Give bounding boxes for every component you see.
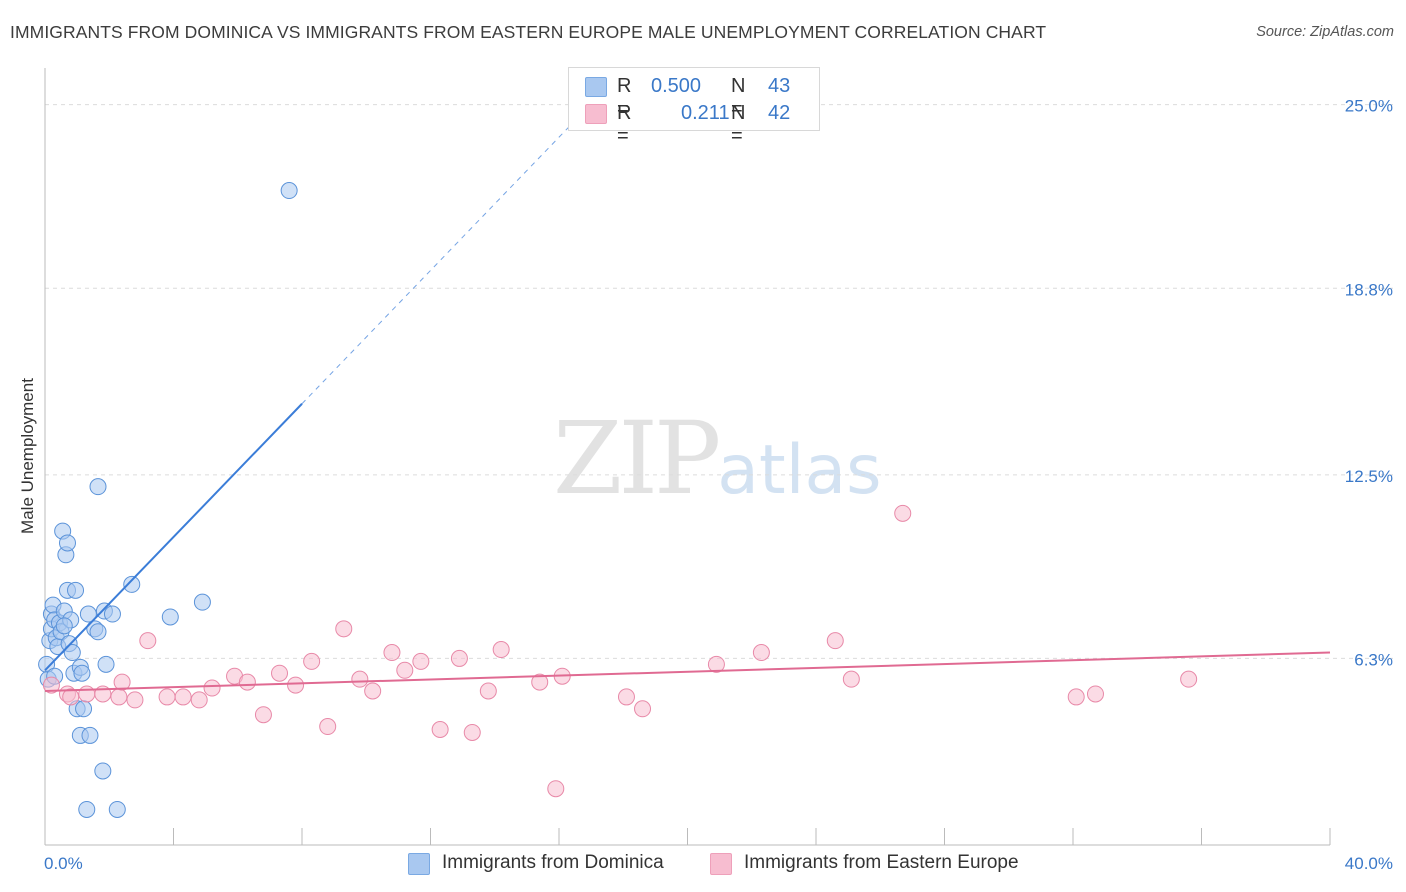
eastern-europe-point xyxy=(842,670,860,688)
dominica-trend-line xyxy=(44,403,303,671)
dominica-point xyxy=(55,617,73,635)
dominica-point xyxy=(78,800,96,818)
legend-r-value: 0.500 xyxy=(651,75,702,97)
eastern-europe-point xyxy=(287,676,305,694)
eastern-europe-point xyxy=(254,706,272,724)
dominica-point xyxy=(108,800,126,818)
legend-r-label: R = xyxy=(617,102,632,147)
dominica-point xyxy=(79,605,97,623)
dominica-point xyxy=(81,726,99,744)
eastern-europe-point xyxy=(412,652,430,670)
eastern-europe-point xyxy=(752,644,770,662)
chart-title: IMMIGRANTS FROM DOMINICA VS IMMIGRANTS F… xyxy=(10,22,1047,42)
legend-n-value: 42 xyxy=(768,102,791,124)
eastern-europe-point xyxy=(238,673,256,691)
eastern-europe-point xyxy=(351,670,369,688)
eastern-europe-point xyxy=(826,632,844,650)
eastern-europe-point xyxy=(335,620,353,638)
eastern-europe-point xyxy=(1086,685,1104,703)
eastern-europe-point xyxy=(110,688,128,706)
dominica-point xyxy=(89,478,107,496)
y-tick-label: 25.0% xyxy=(1345,97,1393,116)
source-label: Source: ZipAtlas.com xyxy=(1256,24,1394,40)
dominica-trend-extension xyxy=(301,93,602,405)
eastern-europe-point xyxy=(62,688,80,706)
y-tick-label: 12.5% xyxy=(1345,467,1393,486)
eastern-europe-point xyxy=(42,676,60,694)
eastern-europe-point xyxy=(531,673,549,691)
legend-swatch-eastern-europe xyxy=(585,104,607,124)
dominica-point xyxy=(94,762,112,780)
dominica-point xyxy=(75,700,93,718)
eastern-europe-point xyxy=(547,780,565,798)
dominica-point xyxy=(58,534,76,552)
eastern-europe-point xyxy=(1180,670,1198,688)
correlation-legend: R = 0.500 N = 43 R = 0.211 N = 42 xyxy=(568,67,820,147)
eastern-europe-point xyxy=(271,664,289,682)
eastern-europe-point xyxy=(174,688,192,706)
x-tick-label: 0.0% xyxy=(44,854,83,873)
dominica-point xyxy=(161,608,179,626)
dominica-point xyxy=(73,664,91,682)
eastern-europe-point xyxy=(113,673,131,691)
eastern-europe-point xyxy=(190,691,208,709)
eastern-europe-point xyxy=(396,661,414,679)
series-swatch-eastern-europe xyxy=(710,853,732,875)
legend-swatch-dominica xyxy=(585,77,607,97)
dominica-point xyxy=(63,644,81,662)
dominica-point xyxy=(67,581,85,599)
legend-r-value: 0.211 xyxy=(681,102,730,124)
eastern-europe-point xyxy=(894,504,912,522)
eastern-europe-point xyxy=(1067,688,1085,706)
legend-n-label: N = xyxy=(731,102,746,147)
eastern-europe-point xyxy=(319,718,337,736)
dominica-point xyxy=(103,605,121,623)
eastern-europe-point xyxy=(463,723,481,741)
y-tick-label: 6.3% xyxy=(1354,650,1393,669)
watermark: ZIPatlas xyxy=(553,400,882,517)
eastern-europe-point xyxy=(450,649,468,667)
y-tick-label: 18.8% xyxy=(1345,280,1393,299)
eastern-europe-point xyxy=(303,652,321,670)
watermark-zip: ZIP xyxy=(553,400,721,517)
x-tick-label: 40.0% xyxy=(1345,854,1393,873)
eastern-europe-point xyxy=(634,700,652,718)
legend-n-value: 43 xyxy=(768,75,791,97)
eastern-europe-point xyxy=(479,682,497,700)
eastern-europe-point xyxy=(158,688,176,706)
dominica-point xyxy=(89,623,107,641)
eastern-europe-point xyxy=(707,655,725,673)
eastern-europe-point xyxy=(126,691,144,709)
eastern-europe-point xyxy=(78,685,96,703)
eastern-europe-point xyxy=(617,688,635,706)
eastern-europe-point xyxy=(203,679,221,697)
eastern-europe-point xyxy=(492,641,510,659)
dominica-point xyxy=(280,182,298,200)
dominica-point xyxy=(123,575,141,593)
watermark-atlas: atlas xyxy=(717,431,882,510)
series-name-dominica: Immigrants from Dominica xyxy=(442,852,664,873)
eastern-europe-point xyxy=(364,682,382,700)
eastern-europe-point xyxy=(139,632,157,650)
legend-n-label: N = xyxy=(731,75,746,120)
legend-r-label: R = xyxy=(617,75,632,120)
dominica-point xyxy=(97,655,115,673)
eastern-europe-point xyxy=(431,721,449,739)
series-name-eastern-europe: Immigrants from Eastern Europe xyxy=(744,852,1019,873)
eastern-europe-trend-line xyxy=(44,651,1331,693)
dominica-point xyxy=(193,593,211,611)
eastern-europe-point xyxy=(383,644,401,662)
series-swatch-dominica xyxy=(408,853,430,875)
